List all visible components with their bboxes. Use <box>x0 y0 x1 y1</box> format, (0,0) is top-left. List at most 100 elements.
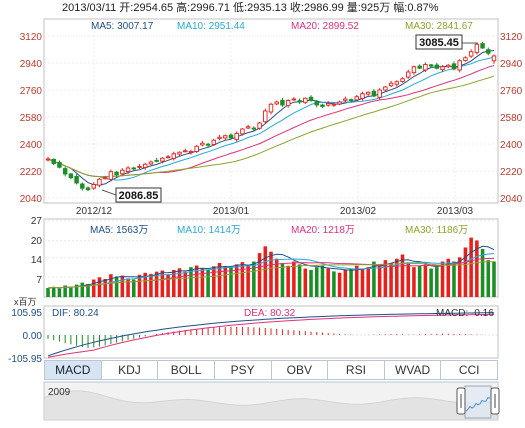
volume-ma30-line <box>47 261 495 289</box>
candle-body <box>280 99 285 106</box>
volume-tick: 20 <box>31 236 43 247</box>
candle-body <box>142 163 148 168</box>
tab-cci[interactable]: CCI <box>458 363 480 377</box>
tab-macd[interactable]: MACD <box>45 361 102 379</box>
volume-bar <box>463 247 468 297</box>
candle-body <box>343 98 348 101</box>
x-tick-label: 2012/12 <box>76 206 113 217</box>
candle-body <box>474 43 480 53</box>
volume-bar <box>200 268 205 297</box>
price-tick-left: 2400 <box>20 140 43 151</box>
candle-body <box>68 173 74 179</box>
candle-body <box>200 142 205 146</box>
tab-obv[interactable]: OBV <box>272 361 329 379</box>
candle-body <box>348 99 354 102</box>
price-tick-right: 2760 <box>500 86 523 97</box>
price-ma10-legend: MA10: 2951.44 <box>177 21 245 32</box>
candle-body <box>400 78 405 82</box>
candle-body <box>211 139 217 145</box>
candle-body <box>428 64 434 67</box>
volume-bar <box>389 262 393 297</box>
navigator-right-handle[interactable] <box>490 387 500 415</box>
high-label-box <box>415 34 463 50</box>
volume-bar <box>309 269 313 297</box>
candle-body <box>337 101 342 105</box>
volume-bar <box>274 258 279 297</box>
macd-tick: 0.00 <box>23 331 43 342</box>
candle-body <box>314 101 319 106</box>
volume-bar <box>457 257 462 297</box>
navigator-left-handle[interactable] <box>456 387 466 415</box>
candle-body <box>62 168 68 175</box>
candle-body <box>274 101 279 105</box>
price-tick-left: 2940 <box>20 59 43 70</box>
volume-bar <box>475 240 479 297</box>
volume-bar <box>417 265 422 297</box>
candlesticks[interactable] <box>45 41 497 191</box>
volume-bar <box>412 267 416 297</box>
volume-bar <box>406 262 411 297</box>
volume-bar <box>343 269 348 297</box>
volume-ma10-line <box>47 253 495 289</box>
candle-body <box>394 81 400 85</box>
volume-ma30-legend: MA30: 1186万 <box>405 225 468 236</box>
volume-bar <box>131 279 136 297</box>
navigator-area <box>43 390 499 421</box>
tab-psy[interactable]: PSY <box>215 361 272 379</box>
candle-body <box>480 43 485 49</box>
candle-body <box>228 134 234 139</box>
x-tick-label: 2013/01 <box>213 206 250 217</box>
candle-body <box>234 133 239 141</box>
volume-bar <box>452 261 456 297</box>
dea-legend: DEA: 80.32 <box>244 308 296 319</box>
volume-bar <box>154 271 159 297</box>
candle-body <box>45 158 51 161</box>
volume-bar <box>446 258 451 297</box>
volume-bar <box>492 261 496 297</box>
candle-body <box>303 97 308 103</box>
price-tick-left: 2040 <box>20 194 43 205</box>
macd-tick: -105.95 <box>8 354 42 365</box>
volume-bar <box>149 273 153 297</box>
volume-bar <box>177 268 182 297</box>
price-tick-left: 2580 <box>20 113 43 124</box>
price-ma5-legend: MA5: 3007.17 <box>91 21 154 32</box>
candle-body <box>102 177 108 180</box>
candle-body <box>360 93 365 99</box>
candle-body <box>120 169 125 175</box>
candle-body <box>240 128 245 135</box>
candle-body <box>165 156 171 159</box>
volume-bar <box>172 269 176 297</box>
tab-boll[interactable]: BOLL <box>158 361 215 379</box>
candle-body <box>154 159 159 162</box>
candle-body <box>223 135 228 139</box>
volume-bar <box>486 260 491 297</box>
tab-wvad[interactable]: WVAD <box>385 361 442 379</box>
candle-body <box>291 98 297 101</box>
volume-bar <box>183 271 188 297</box>
volume-bar <box>114 276 119 297</box>
volume-bar <box>337 272 342 297</box>
tab-kdj[interactable]: KDJ <box>102 361 159 379</box>
candle-body <box>377 89 382 98</box>
price-tick-left: 3120 <box>20 32 43 43</box>
volume-bar <box>366 267 370 297</box>
tab-rsi[interactable]: RSI <box>328 361 385 379</box>
candle-body <box>263 110 268 123</box>
volume-bar <box>206 269 210 297</box>
volume-bar <box>303 268 308 297</box>
candle-body <box>80 183 85 189</box>
volume-bar <box>97 277 102 297</box>
price-x-axis: 2012/12 2013/01 2013/02 2013/03 <box>76 206 474 217</box>
candle-body <box>131 167 136 170</box>
volume-bar <box>69 287 73 297</box>
volume-bar <box>480 248 485 297</box>
candle-body <box>446 64 451 68</box>
price-ma20-legend: MA20: 2899.52 <box>291 21 359 32</box>
volume-bar <box>166 274 170 297</box>
volume-bar <box>194 265 199 297</box>
candle-body <box>365 91 371 95</box>
navigator-selection[interactable] <box>464 385 492 419</box>
candle-body <box>354 96 359 101</box>
